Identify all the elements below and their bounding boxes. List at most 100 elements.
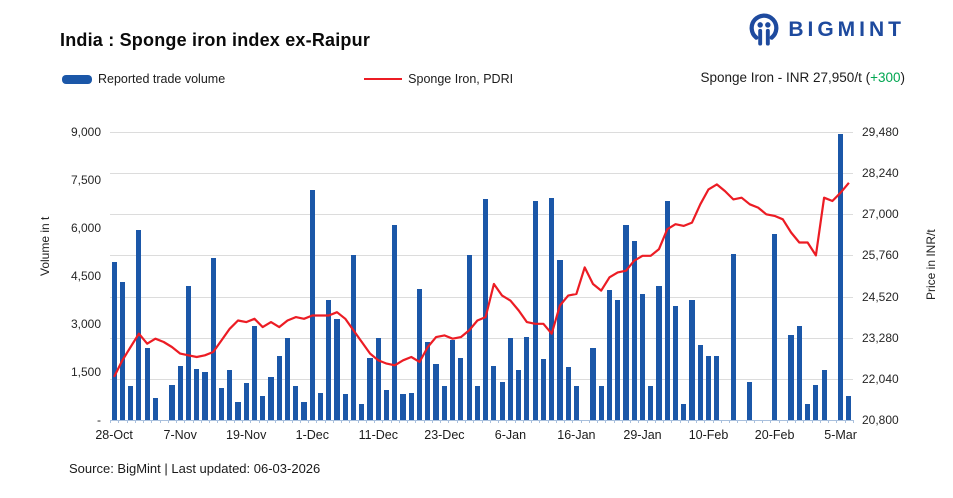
- x-axis-minor-tick: [729, 420, 731, 423]
- x-axis-minor-tick: [588, 420, 590, 423]
- right-axis-tick-label: 24,520: [862, 289, 899, 304]
- legend-price-label: Sponge Iron, PDRI: [408, 72, 514, 86]
- volume-bar: [813, 384, 819, 420]
- volume-bar: [375, 338, 381, 420]
- volume-swatch: [62, 74, 92, 84]
- x-axis-label: 23-Dec: [424, 428, 465, 442]
- volume-bar: [615, 300, 621, 420]
- volume-bar: [350, 255, 357, 420]
- x-axis-minor-tick: [753, 420, 755, 423]
- x-axis-minor-tick: [217, 420, 219, 423]
- x-axis-minor-tick: [778, 420, 780, 423]
- x-axis-minor-tick: [605, 420, 607, 423]
- x-axis-minor-tick: [159, 420, 161, 423]
- x-axis-label: 16-Jan: [557, 428, 596, 442]
- x-axis-minor-tick: [522, 420, 524, 423]
- x-axis-minor-tick: [481, 420, 483, 423]
- x-axis-minor-tick: [786, 420, 788, 423]
- x-axis-label: 1-Dec: [295, 428, 329, 442]
- volume-bar: [317, 392, 324, 420]
- x-axis-minor-tick: [407, 420, 409, 423]
- volume-bar: [516, 370, 522, 420]
- volume-bar: [433, 364, 439, 420]
- x-axis-minor-tick: [233, 420, 235, 423]
- x-axis-minor-tick: [448, 420, 450, 423]
- volume-bar: [218, 388, 225, 420]
- gridline: [110, 255, 853, 257]
- x-axis-minor-tick: [291, 420, 293, 423]
- x-axis-minor-tick: [646, 420, 648, 423]
- volume-bar: [194, 368, 200, 420]
- volume-bar: [606, 290, 613, 420]
- volume-bar: [128, 386, 134, 420]
- volume-bar: [821, 370, 827, 420]
- x-axis-minor-tick: [613, 420, 615, 423]
- right-axis-tick-label: 23,280: [862, 330, 899, 345]
- volume-bar: [466, 255, 472, 420]
- x-axis-minor-tick: [514, 420, 516, 423]
- volume-bar: [846, 396, 852, 420]
- x-axis-minor-tick: [687, 420, 689, 423]
- volume-bar: [251, 325, 258, 420]
- volume-bar: [367, 357, 373, 420]
- left-axis-tick-label: 6,000: [70, 221, 101, 235]
- volume-bar: [210, 258, 216, 420]
- right-axis-tick-label: 25,760: [862, 248, 899, 263]
- x-axis-minor-tick: [299, 420, 301, 423]
- legend-item-volume: Reported trade volume: [62, 72, 225, 86]
- x-axis-minor-tick: [308, 420, 310, 423]
- volume-bar: [557, 260, 563, 420]
- x-axis-minor-tick: [118, 420, 120, 423]
- legend: Reported trade volume Sponge Iron, PDRI: [62, 72, 513, 86]
- x-axis-minor-tick: [324, 420, 326, 423]
- x-axis-minor-tick: [415, 420, 417, 423]
- x-axis-minor-tick: [696, 420, 698, 423]
- x-axis-minor-tick: [134, 420, 136, 423]
- x-axis-minor-tick: [225, 420, 227, 423]
- x-axis-minor-tick: [275, 420, 277, 423]
- x-axis-minor-tick: [638, 420, 640, 423]
- left-axis-tick-label: 4,500: [70, 269, 101, 283]
- volume-bar: [243, 383, 249, 420]
- gridline: [110, 214, 853, 216]
- x-axis-minor-tick: [167, 420, 169, 423]
- volume-bar: [524, 336, 530, 420]
- volume-bar: [359, 404, 365, 420]
- volume-bar: [326, 300, 332, 420]
- x-axis-minor-tick: [836, 420, 838, 423]
- volume-bar: [441, 386, 447, 420]
- volume-bar: [119, 282, 125, 420]
- x-axis-minor-tick: [489, 420, 491, 423]
- x-axis-minor-tick: [712, 420, 714, 423]
- x-axis-minor-tick: [357, 420, 359, 423]
- left-axis-tick-label: 9,000: [70, 125, 101, 139]
- bigmint-logo-icon: [747, 12, 781, 48]
- x-axis-minor-tick: [531, 420, 533, 423]
- right-axis-tick-label: 22,040: [862, 371, 899, 386]
- volume-bar: [450, 340, 456, 420]
- x-axis-minor-tick: [209, 420, 211, 423]
- volume-bar: [689, 300, 695, 420]
- volume-bar: [796, 325, 802, 420]
- volume-bar: [152, 397, 158, 420]
- volume-bar: [268, 376, 274, 420]
- x-axis-minor-tick: [200, 420, 202, 423]
- gridline: [110, 132, 853, 133]
- x-axis-label: 19-Nov: [226, 428, 267, 442]
- volume-bar: [631, 240, 637, 420]
- volume-bar: [672, 306, 679, 420]
- x-axis-minor-tick: [745, 420, 747, 423]
- gridline: [110, 173, 853, 175]
- x-axis-minor-tick: [737, 420, 739, 423]
- x-axis-minor-tick: [398, 420, 400, 423]
- x-axis-label: 11-Dec: [358, 428, 398, 442]
- volume-bar: [177, 365, 183, 420]
- brand-name: BIGMINT: [788, 18, 905, 41]
- left-axis-tick-label: 7,500: [70, 173, 101, 187]
- x-axis-minor-tick: [564, 420, 566, 423]
- volume-bar: [260, 396, 266, 420]
- volume-bar: [573, 386, 580, 420]
- volume-bar: [458, 357, 464, 420]
- x-axis-minor-tick: [266, 420, 268, 423]
- x-axis-label: 7-Nov: [163, 428, 197, 442]
